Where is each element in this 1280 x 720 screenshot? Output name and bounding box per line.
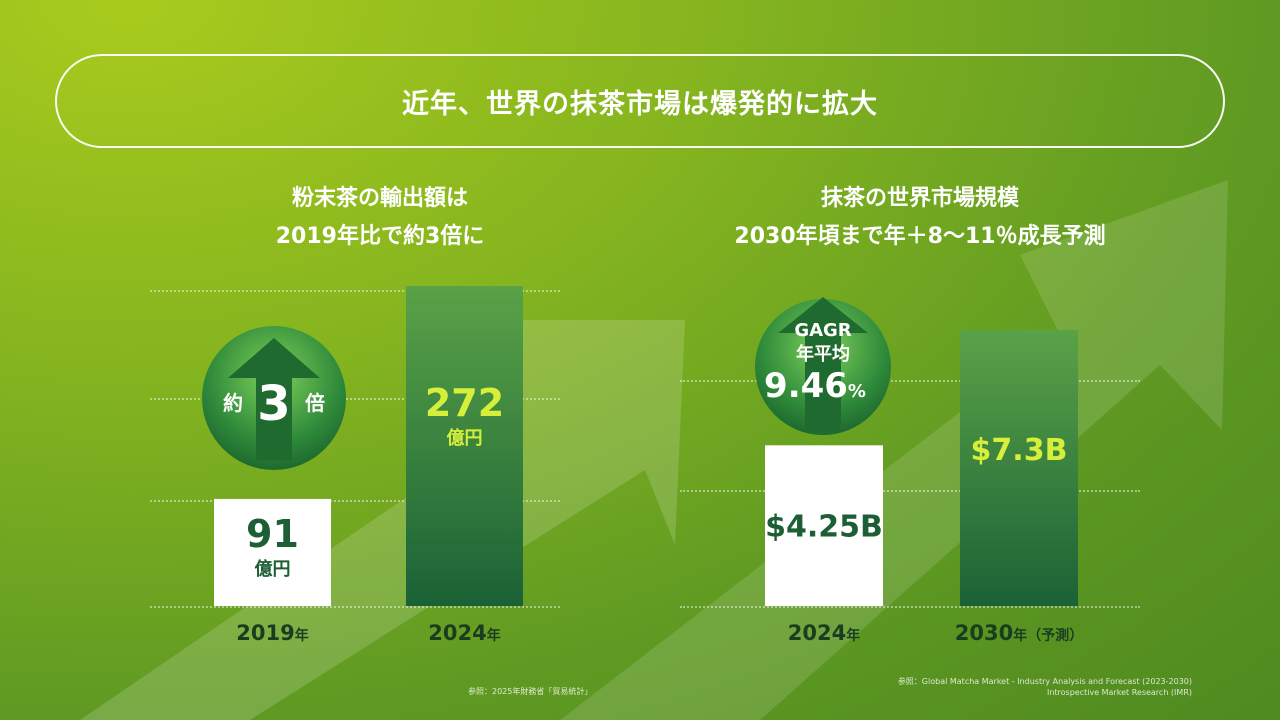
badge-value: 9.46% [764, 366, 866, 406]
source-left: 参照：2025年財務省「貿易統計」 [468, 687, 593, 696]
right-subtitle: 抹茶の世界市場規模 2030年頃まで年＋8〜11％成長予測 [640, 180, 1200, 256]
category-year: 2019 [236, 621, 294, 645]
bar-2030 [960, 330, 1078, 606]
value-label: 91 [246, 512, 299, 556]
source-right: 参照：Global Matcha Market - Industry Analy… [826, 676, 1192, 698]
right-subtitle-line2: 2030年頃まで年＋8〜11％成長予測 [734, 224, 1106, 249]
growth-badge-left: 約 3 倍 [202, 326, 346, 470]
category-suffix: 年 [846, 627, 860, 644]
badge-suffix: 倍 [305, 391, 325, 415]
left-subtitle: 粉末茶の輸出額は 2019年比で約3倍に [180, 180, 580, 256]
unit-label: 億円 [447, 427, 483, 449]
source-right-line2: Introspective Market Research (IMR) [1046, 688, 1192, 697]
badge-value-unit: % [848, 381, 866, 402]
title-banner: 近年、世界の抹茶市場は爆発的に拡大 [55, 54, 1225, 148]
category-label: 2024年 [788, 621, 860, 645]
right-subtitle-line1: 抹茶の世界市場規模 [820, 186, 1019, 211]
gridline [150, 290, 560, 292]
badge-value-number: 9.46 [764, 366, 848, 406]
badge-line1: GAGR [794, 320, 851, 341]
gridline [150, 500, 560, 502]
category-suffix: 年 [295, 627, 309, 644]
category-year: 2024 [788, 621, 846, 645]
value-label: 272 [425, 381, 504, 425]
badge-prefix: 約 [223, 391, 243, 415]
category-label: 2024年 [428, 621, 500, 645]
source-right-line1: 参照：Global Matcha Market - Industry Analy… [897, 677, 1192, 686]
category-suffix: 年（予測） [1013, 627, 1083, 644]
category-label: 2030年（予測） [955, 621, 1083, 645]
right-bar-chart: $4.25B 2024年 $7.3B 2030年（予測） [765, 330, 1083, 645]
gridline [150, 398, 560, 400]
left-subtitle-line2: 2019年比で約3倍に [275, 224, 485, 249]
gridline [680, 490, 1140, 492]
unit-label: 億円 [255, 558, 291, 580]
category-suffix: 年 [487, 627, 501, 644]
bar-2019 [214, 498, 331, 606]
value-label: $4.25B [765, 510, 883, 545]
badge-number: 3 [257, 376, 290, 432]
category-label: 2019年 [236, 621, 308, 645]
up-arrow-icon [228, 338, 320, 460]
category-year: 2030 [955, 621, 1013, 645]
value-label: $7.3B [971, 433, 1068, 468]
background-arrow-right [560, 180, 1228, 720]
background-arrow-left [80, 320, 685, 720]
up-arrow-icon [778, 297, 868, 432]
bar-2024 [406, 286, 523, 606]
category-year: 2024 [428, 621, 486, 645]
growth-badge-right: GAGR 年平均 9.46% [755, 297, 891, 435]
badge-line2: 年平均 [796, 343, 850, 365]
left-subtitle-line1: 粉末茶の輸出額は [291, 186, 468, 211]
page-title: 近年、世界の抹茶市場は爆発的に拡大 [402, 88, 878, 120]
bar-2024 [765, 445, 883, 606]
gridline [680, 606, 1140, 608]
gridline [680, 380, 1140, 382]
gridline [150, 606, 560, 608]
